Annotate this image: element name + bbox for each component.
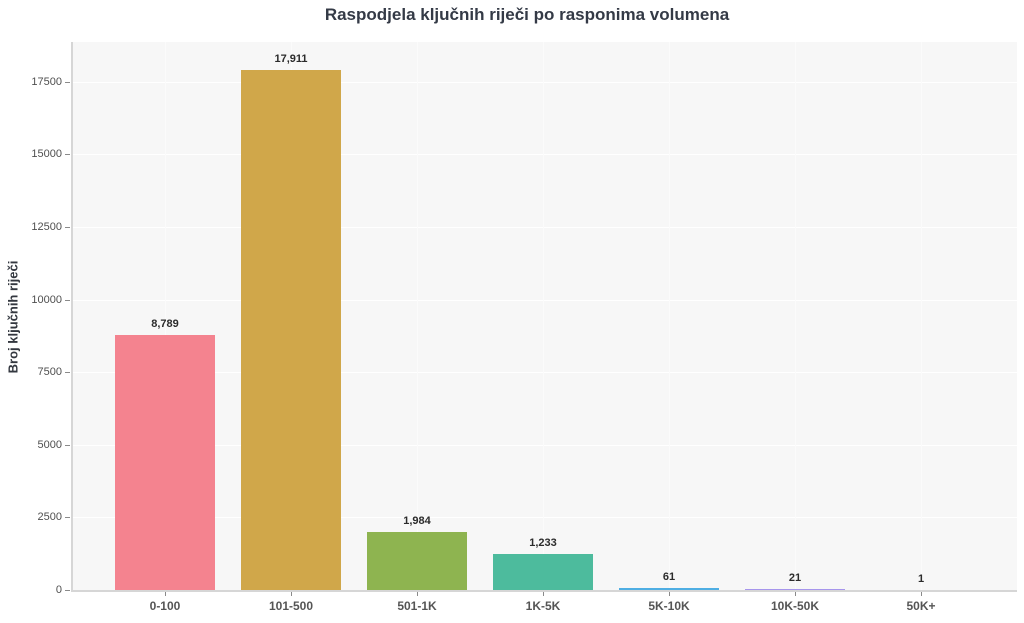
- gridline-horizontal: [73, 444, 1017, 446]
- y-axis-tick-mark: [65, 226, 70, 228]
- plot-area: [71, 42, 1017, 592]
- y-axis-tick-mark: [65, 299, 70, 301]
- x-axis-tick-label: 1K-5K: [525, 599, 561, 613]
- y-axis-tick-label: 5000: [37, 438, 62, 451]
- bar: [745, 589, 845, 590]
- gridline-horizontal: [73, 81, 1017, 83]
- bar-value-label: 1,233: [529, 537, 557, 550]
- bar: [493, 554, 593, 590]
- y-axis-label: Broj ključnih riječi: [5, 260, 21, 374]
- x-axis-tick-mark: [795, 592, 796, 596]
- y-axis-tick-label: 12500: [31, 220, 62, 233]
- y-axis-tick-label: 0: [55, 584, 62, 596]
- gridline-horizontal: [73, 226, 1017, 228]
- y-axis-tick-mark: [65, 372, 70, 374]
- gridline-horizontal: [73, 299, 1017, 301]
- bar-value-label: 8,789: [151, 317, 179, 330]
- bar-value-label: 21: [788, 572, 802, 585]
- gridline-vertical: [417, 42, 418, 590]
- y-axis-tick-mark: [65, 590, 70, 591]
- y-axis-tick-mark: [65, 444, 70, 446]
- y-axis-tick-mark: [65, 517, 70, 519]
- x-axis-tick-mark: [543, 592, 544, 596]
- y-axis-tick-label: 7500: [37, 366, 62, 379]
- y-axis-tick-mark: [65, 154, 70, 156]
- bar: [115, 334, 215, 590]
- gridline-vertical: [543, 42, 544, 590]
- bar-value-label: 1,984: [403, 515, 431, 528]
- y-axis-tick-label: 17500: [31, 75, 62, 88]
- gridline-horizontal: [73, 372, 1017, 374]
- x-axis-tick-mark: [165, 592, 166, 596]
- chart-title: Raspodjela ključnih riječi po rasponima …: [324, 5, 730, 24]
- x-axis-tick-label: 501-1K: [397, 599, 437, 613]
- gridline-vertical: [165, 42, 166, 590]
- gridline-horizontal: [73, 517, 1017, 519]
- x-axis-tick-mark: [291, 592, 292, 596]
- y-axis-tick-label: 2500: [37, 511, 62, 524]
- x-axis-tick-mark: [921, 592, 922, 596]
- bar-value-label: 17,911: [274, 52, 308, 65]
- bar: [367, 532, 467, 590]
- bar: [241, 69, 341, 590]
- bar-value-label: 61: [662, 571, 676, 584]
- x-axis-tick-label: 50K+: [906, 599, 936, 613]
- bar: [619, 588, 719, 590]
- y-axis-tick-label: 15000: [31, 148, 62, 161]
- y-axis-tick-label: 10000: [31, 293, 62, 306]
- gridline-vertical: [795, 42, 796, 590]
- x-axis-tick-label: 10K-50K: [770, 599, 820, 613]
- bar-value-label: 1: [917, 572, 925, 585]
- x-axis-tick-mark: [417, 592, 418, 596]
- x-axis-tick-mark: [669, 592, 670, 596]
- y-axis-tick-mark: [65, 81, 70, 83]
- gridline-horizontal: [73, 154, 1017, 156]
- x-axis-tick-label: 5K-10K: [648, 599, 690, 613]
- gridline-vertical: [921, 42, 922, 590]
- gridline-vertical: [669, 42, 670, 590]
- x-axis-tick-label: 0-100: [149, 599, 181, 613]
- x-axis-tick-label: 101-500: [268, 599, 314, 613]
